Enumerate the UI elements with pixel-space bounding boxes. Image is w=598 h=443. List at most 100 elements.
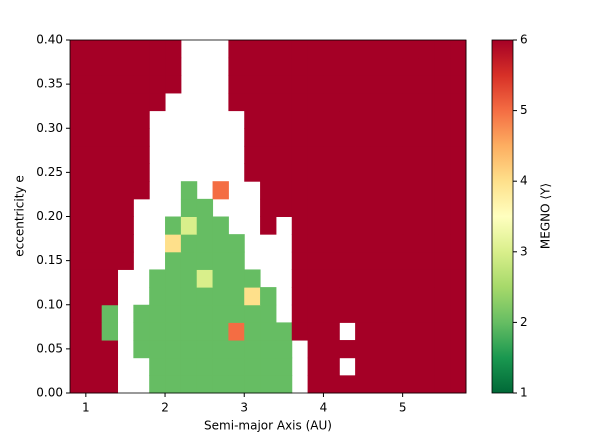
heatmap-cell <box>133 75 150 94</box>
heatmap-cell <box>149 40 166 59</box>
heatmap-cell <box>355 287 372 306</box>
heatmap-cell <box>291 75 309 94</box>
heatmap-cell <box>402 340 419 359</box>
heatmap-cell <box>386 198 404 217</box>
heatmap-cell <box>370 375 388 394</box>
heatmap-cell <box>323 198 340 217</box>
heatmap-cell <box>307 234 324 253</box>
heatmap-cell <box>370 198 388 217</box>
heatmap-cell <box>307 357 324 376</box>
heatmap-cell <box>339 181 356 200</box>
heatmap-cell <box>117 57 134 76</box>
heatmap-cell <box>386 251 404 270</box>
heatmap-cell <box>434 251 451 270</box>
heatmap-cell <box>196 251 214 270</box>
heatmap-cell <box>149 287 166 306</box>
heatmap-cell <box>323 287 340 306</box>
heatmap-cell <box>370 181 388 200</box>
heatmap-cell <box>165 322 182 341</box>
heatmap-cell <box>323 92 340 112</box>
heatmap-cell <box>402 163 419 182</box>
x-tick-label: 2 <box>161 401 169 415</box>
heatmap-cell <box>260 75 277 94</box>
heatmap-cell <box>418 304 435 323</box>
heatmap-cell <box>386 375 404 394</box>
heatmap-cell <box>228 357 245 376</box>
heatmap-cell <box>133 92 150 112</box>
heatmap-cell <box>275 375 293 394</box>
heatmap-cell <box>339 340 356 359</box>
heatmap-cell <box>323 269 340 288</box>
heatmap-cell <box>180 322 198 341</box>
y-tick-label: 0.40 <box>36 33 63 47</box>
heatmap-cell <box>418 322 435 341</box>
heatmap-cell <box>260 304 277 323</box>
heatmap-cell <box>339 269 356 288</box>
heatmap-cell <box>228 322 245 341</box>
heatmap-cell <box>370 287 388 306</box>
heatmap-cell <box>212 181 229 200</box>
heatmap-cell <box>370 110 388 129</box>
heatmap-cell <box>196 322 214 341</box>
heatmap-cell <box>85 340 103 359</box>
heatmap-cell <box>418 375 435 394</box>
heatmap-cell <box>370 57 388 76</box>
heatmap-cell <box>196 216 214 235</box>
heatmap-cell <box>180 340 198 359</box>
heatmap-cell <box>402 357 419 376</box>
heatmap-cell <box>418 57 435 76</box>
y-tick-label: 0.10 <box>36 297 63 311</box>
heatmap-cell <box>355 75 372 94</box>
heatmap-cell <box>355 198 372 217</box>
heatmap-cell <box>212 251 229 270</box>
heatmap-cell <box>260 287 277 306</box>
heatmap-cell <box>291 198 309 217</box>
heatmap-cell <box>323 110 340 129</box>
heatmap-cell <box>101 92 119 112</box>
heatmap-cell <box>450 75 467 94</box>
heatmap-cell <box>70 216 87 235</box>
heatmap-cell <box>418 181 435 200</box>
heatmap-cell <box>355 375 372 394</box>
heatmap-cell <box>165 287 182 306</box>
heatmap-cell <box>212 304 229 323</box>
heatmap-cell <box>117 198 134 217</box>
heatmap-cell <box>85 198 103 217</box>
heatmap-cell <box>275 128 293 147</box>
heatmap-cell <box>196 375 214 394</box>
heatmap-cell <box>339 287 356 306</box>
heatmap-cell <box>228 375 245 394</box>
heatmap-cell <box>244 40 261 59</box>
heatmap-cell <box>418 163 435 182</box>
heatmap-cell <box>339 128 356 147</box>
heatmap-cell <box>260 181 277 200</box>
heatmap-cell <box>323 181 340 200</box>
heatmap-cell <box>180 304 198 323</box>
heatmap-cell <box>275 92 293 112</box>
heatmap-cell <box>402 375 419 394</box>
heatmap-cell <box>323 145 340 165</box>
heatmap-cell <box>260 198 277 217</box>
heatmap-cell <box>418 287 435 306</box>
heatmap-cell <box>434 75 451 94</box>
heatmap-cell <box>244 322 261 341</box>
heatmap-cell <box>355 304 372 323</box>
heatmap-cell <box>117 92 134 112</box>
heatmap-cell <box>307 181 324 200</box>
heatmap-cell <box>370 357 388 376</box>
heatmap-cell <box>323 75 340 94</box>
heatmap-cell <box>355 181 372 200</box>
heatmap-cell <box>70 234 87 253</box>
y-axis-label: eccentricity e <box>13 175 27 256</box>
heatmap-cell <box>212 375 229 394</box>
heatmap-cell <box>260 375 277 394</box>
heatmap-cell <box>434 234 451 253</box>
heatmap-cell <box>244 57 261 76</box>
heatmap-cell <box>370 251 388 270</box>
heatmap-cell <box>180 251 198 270</box>
heatmap-cell <box>370 128 388 147</box>
heatmap-cell <box>434 92 451 112</box>
heatmap-cell <box>117 40 134 59</box>
heatmap-cell <box>165 304 182 323</box>
heatmap-cell <box>85 92 103 112</box>
